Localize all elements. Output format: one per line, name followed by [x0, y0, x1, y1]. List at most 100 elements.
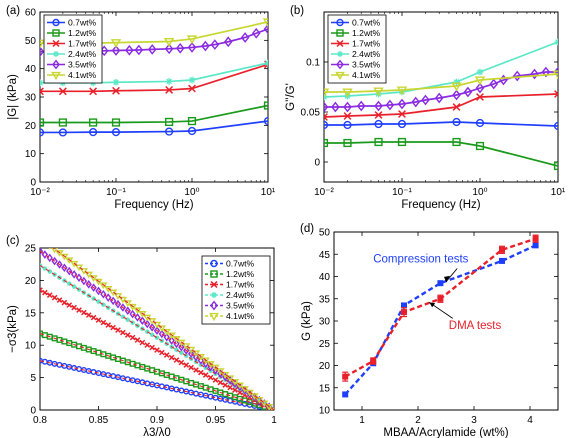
c-legend-box [201, 255, 271, 325]
c-point [173, 357, 180, 363]
b-series-group [324, 38, 558, 171]
a-point [264, 60, 268, 69]
a-point [40, 128, 45, 137]
c-fit-line [40, 250, 274, 410]
a-legend-entry: 3.5wt% [68, 60, 97, 70]
a-panel-label: (a) [6, 5, 20, 17]
c-legend-marker [210, 259, 218, 268]
c-fit-line [40, 333, 274, 410]
c-point [129, 334, 136, 341]
c-point [96, 299, 101, 304]
b-point [452, 137, 461, 147]
b-ytick-label: 0.05 [301, 108, 321, 119]
b-point [374, 119, 383, 129]
c-point [196, 353, 206, 361]
c-point [157, 325, 167, 332]
d-xtick-label: 1 [359, 415, 365, 426]
a-legend-entry: 0.7wt% [68, 18, 97, 28]
b-point [421, 94, 430, 106]
c-xtick-label: 0.85 [89, 415, 109, 426]
c-point [235, 382, 245, 390]
b-point [452, 103, 461, 111]
b-point [324, 138, 329, 148]
c-point [163, 332, 170, 342]
c-fit-line [40, 265, 274, 410]
b-legend-marker [336, 39, 344, 48]
d-ytick-label: 50 [319, 228, 331, 239]
c-point [66, 302, 73, 308]
b-xtick-label: 10¹ [551, 187, 566, 198]
d-point [532, 235, 539, 242]
c-xlabel: λ3/λ0 [143, 427, 171, 438]
a-series-group [40, 18, 268, 137]
c-point [120, 314, 126, 319]
c-point [125, 317, 131, 322]
b-ytick-label: 0 [314, 158, 320, 169]
a-point [111, 118, 121, 127]
b-point [398, 110, 406, 118]
c-point [191, 350, 201, 357]
d-xtick-label: 2 [415, 415, 421, 426]
b-point [512, 70, 522, 82]
b-point [552, 70, 558, 80]
b-point [553, 121, 558, 131]
a-point [58, 118, 67, 127]
c-point [42, 240, 48, 245]
a-point [263, 101, 268, 110]
c-legend-marker [210, 280, 218, 289]
a-legend-marker [52, 39, 60, 48]
d-axes-frame [333, 231, 559, 411]
b-point [373, 87, 384, 97]
b-point [374, 100, 383, 112]
d-ytick-label: 45 [319, 250, 331, 261]
c-point [61, 263, 68, 273]
b-legend-entry: 3.5wt% [352, 60, 381, 70]
b-point [452, 117, 461, 127]
b-point [463, 86, 473, 98]
d-ytick-label: 25 [319, 339, 331, 350]
a-legend-marker [52, 59, 60, 70]
b-legend-entry: 0.7wt% [352, 18, 381, 28]
c-point [261, 401, 267, 407]
b-point [331, 101, 340, 113]
c-point [192, 352, 200, 362]
c-legend-entry: 4.1wt% [226, 311, 255, 321]
b-series-line [324, 121, 558, 127]
a-point [58, 87, 67, 96]
c-point [85, 312, 92, 318]
b-point [475, 118, 485, 128]
a-xtick-label: 10⁻² [30, 187, 50, 198]
a-xlabel: Frequency (Hz) [114, 199, 193, 211]
c-ytick-label: 20 [25, 276, 37, 287]
c-point [42, 289, 48, 296]
a-point [40, 87, 44, 96]
c-legend-entry: 1.7wt% [226, 280, 255, 290]
c-xtick-label: 0.9 [150, 415, 164, 426]
a-ylabel: |G| (kPa) [7, 74, 19, 120]
a-point [188, 84, 196, 93]
c-ytick-label: 0 [30, 406, 36, 417]
c-legend-marker [211, 292, 217, 298]
a-point [58, 128, 67, 137]
b-point [324, 113, 328, 121]
b-legend-marker [336, 18, 344, 27]
a-point [263, 116, 268, 126]
c-point [41, 250, 49, 259]
b-point [475, 141, 485, 151]
a-legend-marker [53, 51, 59, 57]
c-point [198, 369, 204, 376]
c-point [217, 379, 224, 386]
d-point [342, 373, 349, 380]
b-point [385, 99, 395, 111]
d-ytick-label: 10 [319, 406, 331, 417]
c-point [105, 322, 112, 328]
a-point [201, 40, 210, 52]
a-point [165, 117, 174, 127]
d-point [370, 358, 377, 365]
b-series-line [324, 73, 558, 93]
a-point [111, 45, 121, 56]
c-ytick-label: 10 [25, 341, 37, 352]
d-point [401, 309, 407, 316]
a-ytick-label: 60 [25, 8, 37, 19]
a-point [175, 42, 185, 54]
